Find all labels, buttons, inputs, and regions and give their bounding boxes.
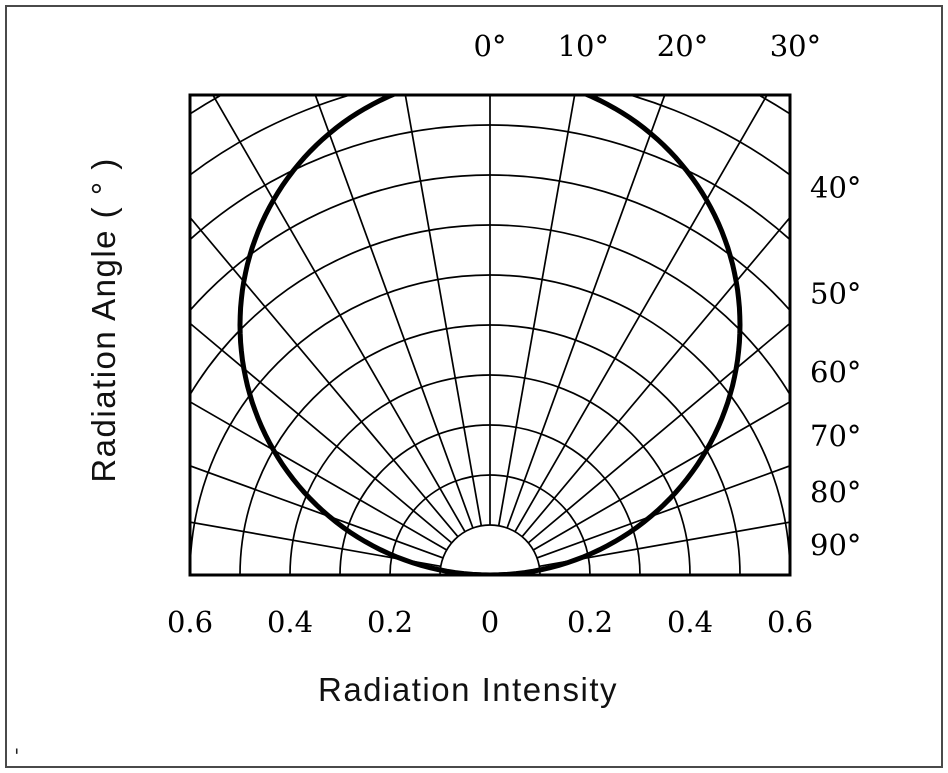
- angle-tick-label-right: 50°: [810, 276, 861, 310]
- y-axis-title: Radiation Angle ( ° ): [85, 157, 122, 483]
- intensity-tick-label: 0.6: [767, 605, 813, 639]
- corner-mark: ': [14, 744, 20, 768]
- intensity-grid-arc: [190, 95, 790, 116]
- intensity-tick-label: 0.6: [167, 605, 213, 639]
- intensity-tick-label: 0.2: [567, 605, 613, 639]
- angle-tick-label-right: 70°: [810, 419, 861, 453]
- intensity-tick-label: 0: [481, 605, 499, 639]
- angle-tick-label-top: 10°: [558, 29, 609, 63]
- angle-tick-label-right: 90°: [810, 528, 861, 562]
- angle-tick-label-right: 40°: [810, 171, 861, 205]
- x-axis-title: Radiation Intensity: [318, 671, 618, 708]
- intensity-tick-label: 0.2: [367, 605, 413, 639]
- angle-tick-label-right: 80°: [810, 475, 861, 509]
- angle-grid-line: [497, 95, 576, 526]
- angle-tick-label-top: 30°: [770, 29, 821, 63]
- angle-grid-line: [404, 95, 483, 526]
- intensity-tick-label: 0.4: [667, 605, 713, 639]
- angle-grid-line: [190, 400, 448, 551]
- angle-grid-line: [190, 322, 453, 544]
- angle-tick-label-top: 0°: [474, 29, 507, 63]
- tick-labels: 0° 10° 20° 30° 40° 50° 60° 70° 80° 90° 0.6 0.4 0.2 0 0…: [167, 29, 861, 639]
- angle-grid-line: [514, 95, 769, 533]
- angle-tick-label-right: 60°: [810, 355, 861, 389]
- angle-grid-line: [539, 521, 790, 568]
- angle-grid-line: [190, 464, 444, 559]
- angle-grid-line: [314, 95, 474, 529]
- angle-grid-line: [506, 95, 666, 529]
- angle-tick-label-top: 20°: [657, 29, 708, 63]
- angle-grid-line: [190, 216, 459, 538]
- intensity-grid-arc: [190, 95, 790, 177]
- angle-grid-line: [532, 400, 790, 551]
- angle-grid-line: [521, 216, 790, 538]
- angle-grid-line: [190, 521, 441, 568]
- angle-grid-line: [527, 322, 790, 544]
- angle-grid-line: [536, 464, 790, 559]
- radiation-pattern-curve: [237, 95, 743, 575]
- intensity-tick-label: 0.4: [267, 605, 313, 639]
- plot-border: [188, 93, 792, 577]
- angle-grid-line: [211, 95, 466, 533]
